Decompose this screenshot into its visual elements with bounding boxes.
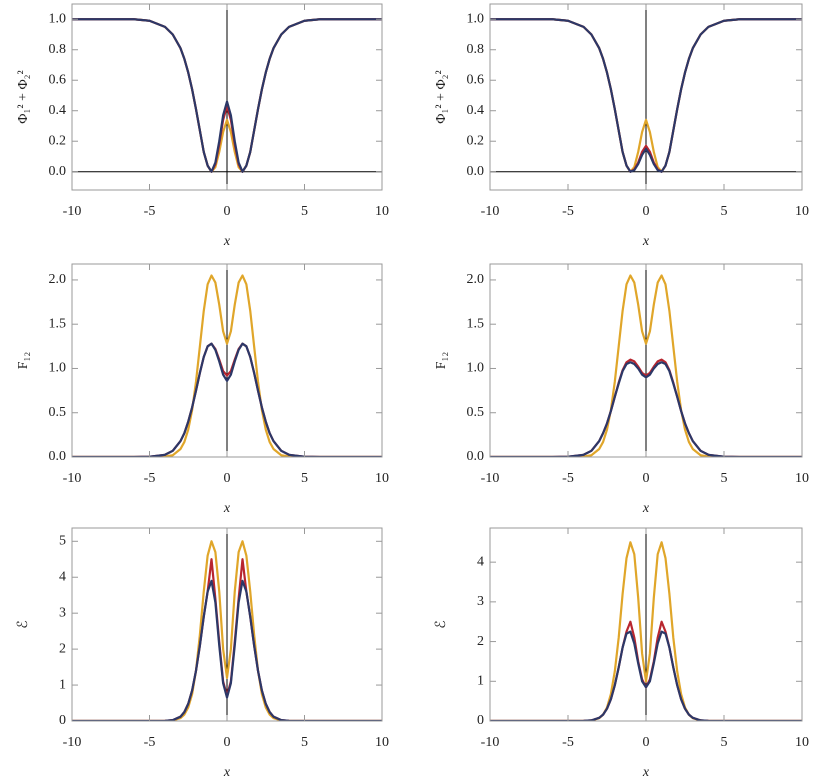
y-tick-label: 0.0 (467, 449, 485, 464)
y-tick-label: 0.4 (49, 103, 67, 118)
x-tick-label: -10 (63, 471, 82, 486)
y-tick-label: 1.5 (467, 316, 485, 331)
x-tick-label: 10 (795, 204, 809, 219)
x-tick-label: 10 (375, 471, 389, 486)
y-axis-label: F₁₂ (434, 352, 449, 370)
x-tick-label: -10 (481, 735, 500, 750)
y-axis-label: ℰ (434, 620, 449, 628)
y-tick-label: 0.8 (467, 42, 485, 57)
y-tick-label: 2.0 (49, 272, 67, 287)
x-tick-label: -5 (144, 735, 156, 750)
y-axis-label: Φ₁² + Φ₂² (16, 70, 31, 124)
x-tick-label: 10 (795, 471, 809, 486)
y-tick-label: 0.5 (467, 405, 485, 420)
y-tick-label: 2.0 (467, 272, 485, 287)
data-line (490, 361, 802, 457)
x-tick-label: -5 (144, 471, 156, 486)
y-tick-label: 1 (477, 674, 484, 689)
y-tick-label: 0.6 (467, 72, 485, 87)
x-tick-label: 0 (643, 735, 650, 750)
y-tick-label: 0 (477, 713, 484, 728)
y-tick-label: 0.0 (49, 164, 67, 179)
x-tick-label: -10 (481, 204, 500, 219)
y-tick-label: 1.5 (49, 316, 67, 331)
y-axis-label: Φ₁² + Φ₂² (434, 70, 449, 124)
x-tick-label: 0 (643, 471, 650, 486)
x-axis-label: x (223, 501, 231, 516)
y-tick-label: 4 (59, 569, 66, 584)
y-tick-label: 3 (477, 594, 484, 609)
x-tick-label: -10 (63, 735, 82, 750)
x-tick-label: -5 (562, 735, 574, 750)
y-tick-label: 0.2 (467, 133, 485, 148)
y-tick-label: 0.0 (49, 449, 67, 464)
x-tick-label: 0 (643, 204, 650, 219)
y-tick-label: 3 (59, 605, 66, 620)
data-line (72, 342, 382, 457)
y-tick-label: 2 (59, 641, 66, 656)
x-tick-label: -5 (144, 204, 156, 219)
x-axis-label: x (223, 234, 231, 249)
y-tick-label: 1.0 (49, 361, 67, 376)
y-tick-label: 0.8 (49, 42, 67, 57)
y-tick-label: 1.0 (467, 11, 485, 26)
data-line (490, 18, 802, 173)
data-line (72, 274, 382, 457)
x-tick-label: 0 (224, 204, 231, 219)
x-tick-label: -10 (63, 204, 82, 219)
y-tick-label: 4 (477, 554, 484, 569)
y-tick-label: 0.4 (467, 103, 485, 118)
x-tick-label: 5 (721, 204, 728, 219)
y-tick-label: 0.5 (49, 405, 67, 420)
y-axis-label: ℰ (16, 620, 31, 628)
data-line (72, 579, 382, 721)
x-tick-label: 10 (795, 735, 809, 750)
y-tick-label: 2 (477, 634, 484, 649)
x-tick-label: -10 (481, 471, 500, 486)
data-line (72, 18, 382, 173)
y-tick-label: 1.0 (467, 361, 485, 376)
x-tick-label: 0 (224, 471, 231, 486)
y-tick-label: 1 (59, 677, 66, 692)
y-axis-label: F₁₂ (16, 352, 31, 370)
x-tick-label: 5 (301, 735, 308, 750)
x-tick-label: 10 (375, 204, 389, 219)
x-tick-label: -5 (562, 204, 574, 219)
y-tick-label: 1.0 (49, 11, 67, 26)
y-tick-label: 0.2 (49, 133, 67, 148)
x-tick-label: 5 (721, 735, 728, 750)
x-tick-label: 10 (375, 735, 389, 750)
x-tick-label: -5 (562, 471, 574, 486)
x-tick-label: 5 (721, 471, 728, 486)
x-axis-label: x (642, 765, 650, 780)
data-line (490, 274, 802, 457)
x-axis-label: x (642, 501, 650, 516)
y-tick-label: 0 (59, 713, 66, 728)
y-tick-label: 0.6 (49, 72, 67, 87)
x-tick-label: 5 (301, 471, 308, 486)
data-line (490, 630, 802, 721)
x-tick-label: 5 (301, 204, 308, 219)
y-tick-label: 0.0 (467, 164, 485, 179)
x-axis-label: x (642, 234, 650, 249)
data-line (72, 540, 382, 721)
x-tick-label: 0 (224, 735, 231, 750)
y-tick-label: 5 (59, 534, 66, 549)
x-axis-label: x (223, 765, 231, 780)
